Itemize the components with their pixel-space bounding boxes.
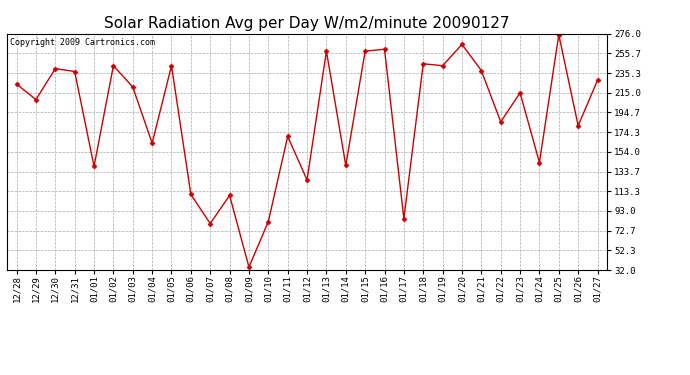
Text: Copyright 2009 Cartronics.com: Copyright 2009 Cartronics.com — [10, 39, 155, 48]
Title: Solar Radiation Avg per Day W/m2/minute 20090127: Solar Radiation Avg per Day W/m2/minute … — [104, 16, 510, 31]
